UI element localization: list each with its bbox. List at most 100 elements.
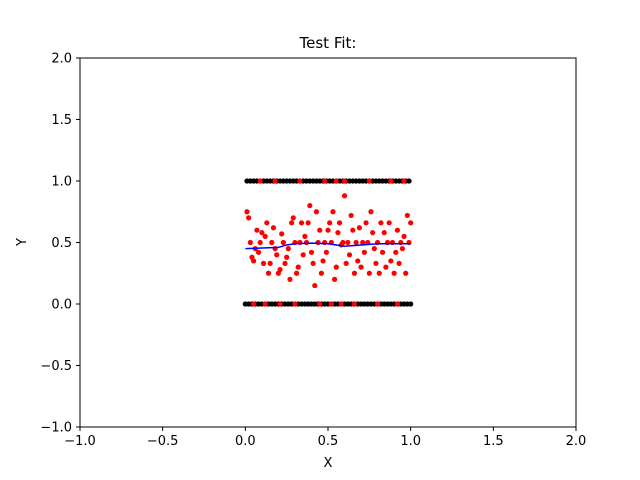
plot-area (242, 178, 414, 307)
predicted-point (351, 301, 358, 307)
predicted-point (327, 220, 333, 226)
predicted-point (254, 227, 260, 233)
predicted-point (355, 258, 361, 264)
predicted-point (391, 270, 397, 276)
predicted-point (244, 209, 250, 215)
predicted-point (302, 233, 308, 239)
predicted-point (341, 178, 348, 184)
predicted-point (287, 276, 293, 282)
predicted-point (343, 260, 349, 267)
predicted-point (388, 258, 394, 264)
predicted-point (293, 270, 300, 276)
predicted-point (394, 227, 401, 233)
y-tick-label: −1.0 (40, 421, 72, 436)
y-tick-label: −0.5 (40, 359, 72, 374)
x-tick-label: 0.5 (318, 434, 339, 449)
x-tick-label: −0.5 (147, 434, 179, 449)
predicted-point (368, 209, 374, 215)
y-tick-label: 0.0 (51, 298, 72, 313)
predicted-point (246, 215, 252, 221)
predicted-point (393, 249, 399, 255)
predicted-point (317, 301, 323, 307)
predicted-point (270, 225, 277, 231)
predicted-point (381, 230, 387, 236)
predicted-point (315, 239, 321, 246)
predicted-point (330, 209, 336, 215)
predicted-point (322, 178, 328, 184)
predicted-point (260, 260, 267, 267)
predicted-point (333, 178, 339, 184)
x-tick-label: 2.0 (566, 434, 587, 449)
predicted-point (285, 246, 291, 252)
predicted-point (366, 178, 372, 184)
predicted-point (353, 239, 359, 246)
predicted-point (317, 227, 323, 233)
y-tick-label: 2.0 (51, 52, 72, 67)
predicted-point (312, 282, 318, 289)
predicted-point (350, 227, 356, 233)
fit-line (245, 242, 411, 250)
predicted-point (399, 246, 405, 252)
predicted-point (401, 233, 407, 239)
predicted-point (358, 264, 364, 270)
predicted-point (338, 301, 344, 307)
predicted-point (265, 270, 272, 276)
predicted-point (323, 249, 329, 255)
predicted-point (264, 220, 270, 226)
predicted-point (308, 249, 315, 255)
predicted-point (345, 239, 351, 246)
predicted-point (297, 178, 303, 184)
predicted-point (394, 301, 401, 307)
predicted-point (277, 301, 283, 307)
predicted-point (262, 301, 268, 307)
predicted-point (257, 239, 263, 246)
predicted-point (280, 239, 286, 246)
predicted-point (403, 270, 409, 276)
predicted-point (360, 239, 366, 246)
predicted-point (284, 254, 290, 260)
predicted-point (320, 258, 326, 264)
predicted-point (366, 270, 372, 276)
predicted-point (378, 220, 384, 226)
predicted-point (290, 215, 296, 221)
predicted-point (269, 239, 275, 246)
predicted-point (340, 239, 346, 246)
y-axis-label: Y (15, 238, 30, 247)
x-axis-label: X (324, 456, 333, 471)
predicted-point (255, 249, 262, 255)
training-point (408, 301, 414, 307)
predicted-point (279, 231, 285, 237)
predicted-point (307, 203, 313, 209)
training-point (406, 178, 412, 184)
predicted-point (313, 209, 320, 215)
predicted-point (318, 270, 324, 276)
predicted-point (295, 264, 301, 270)
predicted-point (388, 178, 394, 184)
predicted-point (300, 252, 306, 258)
predicted-point (346, 252, 353, 258)
predicted-point (370, 230, 376, 236)
predicted-point (251, 258, 257, 264)
x-tick-label: 0.0 (235, 434, 256, 449)
predicted-point (272, 178, 278, 184)
predicted-point (351, 270, 358, 276)
predicted-point (341, 193, 348, 199)
predicted-point (376, 270, 382, 276)
x-tick-label: 1.0 (400, 434, 421, 449)
predicted-point (336, 220, 343, 226)
predicted-point (371, 246, 377, 252)
predicted-point (274, 252, 280, 258)
predicted-point (267, 260, 273, 267)
predicted-point (375, 301, 381, 307)
y-tick-label: 1.0 (51, 175, 72, 190)
predicted-point (332, 276, 338, 282)
predicted-point (277, 266, 283, 273)
predicted-point (335, 230, 341, 236)
predicted-point (247, 239, 253, 246)
predicted-point (396, 260, 402, 267)
predicted-point (289, 220, 295, 226)
predicted-point (310, 260, 316, 267)
predicted-point (356, 225, 363, 231)
predicted-point (259, 230, 265, 236)
predicted-point (305, 220, 311, 226)
